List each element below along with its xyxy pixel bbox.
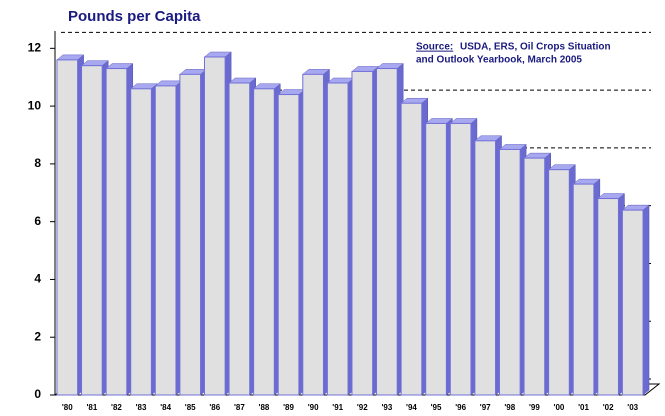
x-tick-label: '00 bbox=[554, 403, 565, 412]
bar bbox=[302, 73, 324, 396]
source-text: and Outlook Yearbook, March 2005 bbox=[416, 55, 582, 66]
y-tick-label: 4 bbox=[34, 272, 41, 286]
bar bbox=[548, 169, 570, 396]
x-tick-label: '89 bbox=[283, 403, 294, 412]
bar bbox=[474, 140, 497, 396]
x-tick-label: '80 bbox=[62, 403, 73, 412]
bar bbox=[81, 65, 103, 396]
bar bbox=[228, 82, 251, 396]
bar bbox=[400, 102, 423, 396]
bar bbox=[425, 122, 447, 396]
bar bbox=[449, 122, 472, 396]
x-tick-label: '87 bbox=[234, 403, 245, 412]
chart-title: Pounds per Capita bbox=[68, 8, 201, 25]
bar bbox=[154, 85, 177, 396]
bar bbox=[498, 148, 521, 396]
x-tick-label: '88 bbox=[259, 403, 270, 412]
bar bbox=[523, 157, 546, 396]
x-tick-label: '82 bbox=[111, 403, 122, 412]
x-tick-label: '86 bbox=[209, 403, 220, 412]
bar bbox=[105, 68, 128, 396]
y-tick-label: 8 bbox=[34, 156, 41, 170]
x-tick-label: '03 bbox=[627, 403, 638, 412]
bar bbox=[597, 198, 619, 396]
bar bbox=[326, 82, 349, 396]
bar bbox=[351, 70, 374, 396]
source-label: Source: bbox=[416, 42, 453, 53]
x-tick-label: '85 bbox=[185, 403, 196, 412]
bar bbox=[179, 73, 202, 396]
bar bbox=[572, 183, 595, 396]
x-tick-label: '91 bbox=[332, 403, 343, 412]
x-tick-label: '98 bbox=[504, 403, 515, 412]
x-tick-label: '84 bbox=[160, 403, 171, 412]
bar-side bbox=[642, 204, 650, 396]
bar bbox=[376, 68, 398, 396]
y-tick-label: 10 bbox=[28, 98, 42, 112]
x-tick-label: '92 bbox=[357, 403, 368, 412]
x-tick-label: '90 bbox=[308, 403, 319, 412]
bar bbox=[277, 94, 300, 396]
x-tick-label: '97 bbox=[480, 403, 491, 412]
bar bbox=[203, 56, 226, 396]
x-tick-label: '02 bbox=[603, 403, 614, 412]
y-tick-label: 2 bbox=[34, 329, 41, 343]
x-tick-label: '96 bbox=[455, 403, 466, 412]
y-tick-label: 12 bbox=[28, 41, 42, 55]
bar bbox=[130, 88, 152, 396]
bar bbox=[56, 59, 79, 396]
bar bbox=[253, 88, 275, 396]
x-tick-label: '01 bbox=[578, 403, 589, 412]
x-tick-label: '94 bbox=[406, 403, 417, 412]
source-text: USDA, ERS, Oil Crops Situation bbox=[460, 42, 611, 53]
x-tick-label: '93 bbox=[381, 403, 392, 412]
y-tick-label: 6 bbox=[34, 214, 41, 228]
x-tick-label: '99 bbox=[529, 403, 540, 412]
x-tick-label: '81 bbox=[86, 403, 97, 412]
x-tick-label: '95 bbox=[431, 403, 442, 412]
y-tick-label: 0 bbox=[34, 387, 41, 401]
bar bbox=[621, 209, 644, 396]
x-tick-label: '83 bbox=[136, 403, 147, 412]
